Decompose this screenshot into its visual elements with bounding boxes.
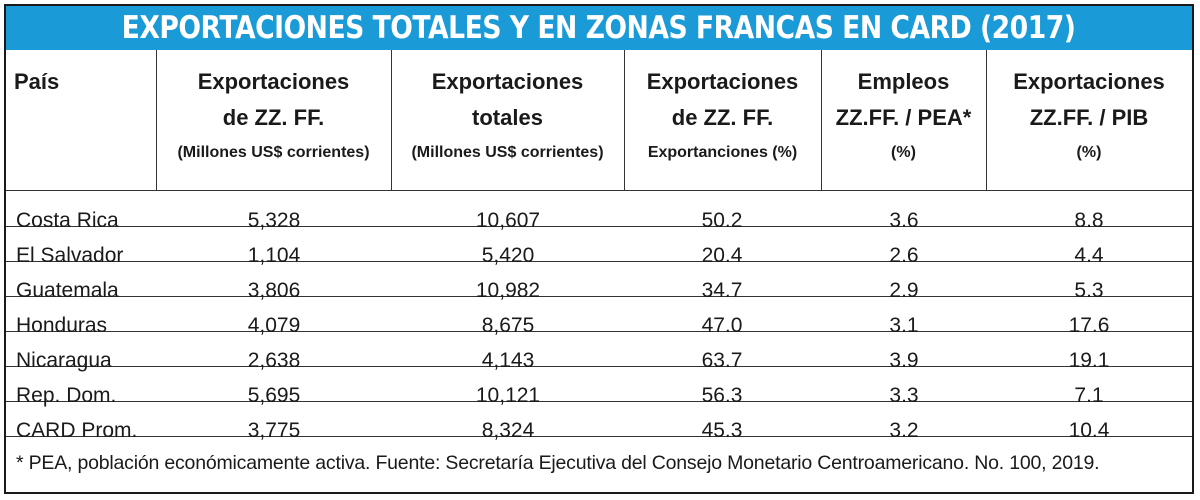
header-exp-zf: Exportaciones de ZZ. FF. (Millones US$ c…	[156, 64, 391, 170]
cell-empleos: 2.9	[889, 279, 919, 302]
column-divider	[986, 50, 987, 190]
header-unit: (%)	[891, 144, 916, 161]
table-row: Honduras 4,079 8,675 47.0 3.1 17.6	[6, 296, 1192, 337]
table-row: CARD Prom. 3,775 8,324 45.3 3.2 10.4	[6, 401, 1192, 442]
header-unit: Exportanciones (%)	[647, 144, 798, 161]
cell-exp-zf: 5,328	[247, 209, 301, 232]
cell-empleos: 3.3	[889, 384, 919, 407]
header-line: de ZZ. FF.	[671, 105, 774, 130]
header-unit: (Millones US$ corrientes)	[177, 144, 370, 161]
footnote: * PEA, población económicamente activa. …	[16, 452, 1100, 474]
table-row: Rep. Dom. 5,695 10,121 56.3 3.3 7.1	[6, 366, 1192, 407]
table-frame: EXPORTACIONES TOTALES Y EN ZONAS FRANCAS…	[4, 4, 1194, 494]
header-line: Exportaciones	[1013, 69, 1165, 94]
cell-exp-totales: 8,675	[481, 314, 535, 337]
cell-empleos: 3.1	[889, 314, 919, 337]
cell-exp-zf: 4,079	[247, 314, 301, 337]
header-divider	[6, 190, 1192, 191]
header-line: ZZ.FF. / PIB	[1029, 105, 1149, 130]
table-row: El Salvador 1,104 5,420 20.4 2.6 4.4	[6, 226, 1192, 267]
cell-exp-totales: 10,607	[475, 209, 541, 232]
cell-empleos: 2.6	[889, 244, 919, 267]
cell-pais: Costa Rica	[16, 209, 119, 232]
header-line: Exportaciones	[197, 69, 350, 94]
header-line: Exportaciones	[431, 69, 584, 94]
cell-exp-pct: 50.2	[701, 209, 743, 232]
header-line: Exportaciones	[646, 69, 799, 94]
cell-pais: Honduras	[16, 314, 108, 337]
cell-pais: El Salvador	[16, 244, 124, 267]
cell-exp-pct: 20.4	[701, 244, 743, 267]
column-divider	[821, 50, 822, 190]
cell-empleos: 3.9	[889, 349, 919, 372]
cell-exp-totales: 8,324	[481, 419, 535, 442]
header-unit: (%)	[1076, 144, 1102, 161]
header-exp-totales: Exportaciones totales (Millones US$ corr…	[391, 64, 624, 170]
cell-exp-pib: 7.1	[1074, 384, 1104, 407]
column-divider	[156, 50, 157, 190]
cell-pais: Guatemala	[16, 279, 119, 302]
cell-exp-pct: 45.3	[701, 419, 743, 442]
header-line: de ZZ. FF.	[222, 105, 325, 130]
cell-pais: CARD Prom.	[16, 419, 138, 442]
cell-exp-totales: 5,420	[481, 244, 535, 267]
cell-exp-pct: 63.7	[701, 349, 743, 372]
header-empleos: Empleos ZZ.FF. / PEA* (%)	[821, 64, 986, 170]
cell-empleos: 3.6	[889, 209, 919, 232]
cell-pais: Rep. Dom.	[16, 384, 117, 407]
header-exp-pct: Exportaciones de ZZ. FF. Exportanciones …	[624, 64, 821, 170]
cell-exp-pib: 17.6	[1068, 314, 1110, 337]
cell-exp-pib: 19.1	[1068, 349, 1110, 372]
cell-exp-totales: 10,982	[475, 279, 541, 302]
header-line: ZZ.FF. / PEA*	[835, 105, 972, 130]
cell-exp-pct: 34.7	[701, 279, 743, 302]
cell-exp-zf: 3,806	[247, 279, 301, 302]
table-title: EXPORTACIONES TOTALES Y EN ZONAS FRANCAS…	[122, 10, 1076, 46]
cell-exp-pct: 56.3	[701, 384, 743, 407]
cell-pais: Nicaragua	[16, 349, 112, 372]
cell-exp-pib: 10.4	[1068, 419, 1110, 442]
table-row: Costa Rica 5,328 10,607 50.2 3.6 8.8	[6, 191, 1192, 232]
cell-exp-totales: 10,121	[475, 384, 541, 407]
cell-exp-zf: 3,775	[247, 419, 301, 442]
cell-exp-pct: 47.0	[701, 314, 743, 337]
header-line: Empleos	[857, 69, 950, 94]
table-row: Guatemala 3,806 10,982 34.7 2.9 5.3	[6, 261, 1192, 302]
table-row: Nicaragua 2,638 4,143 63.7 3.9 19.1	[6, 331, 1192, 372]
cell-empleos: 3.2	[889, 419, 919, 442]
header-pais: País	[14, 69, 60, 94]
cell-exp-zf: 1,104	[247, 244, 301, 267]
cell-exp-pib: 5.3	[1074, 279, 1104, 302]
cell-exp-pib: 4.4	[1074, 244, 1104, 267]
column-divider	[624, 50, 625, 190]
column-divider	[391, 50, 392, 190]
cell-exp-pib: 8.8	[1074, 209, 1104, 232]
cell-exp-zf: 5,695	[247, 384, 301, 407]
header-unit: (Millones US$ corrientes)	[411, 144, 604, 161]
header-line: totales	[472, 105, 543, 130]
table-header: País Exportaciones de ZZ. FF. (Millones …	[6, 50, 1192, 190]
header-exp-pib: Exportaciones ZZ.FF. / PIB (%)	[986, 64, 1192, 170]
cell-exp-totales: 4,143	[481, 349, 535, 372]
title-bar: EXPORTACIONES TOTALES Y EN ZONAS FRANCAS…	[6, 6, 1192, 50]
cell-exp-zf: 2,638	[247, 349, 301, 372]
